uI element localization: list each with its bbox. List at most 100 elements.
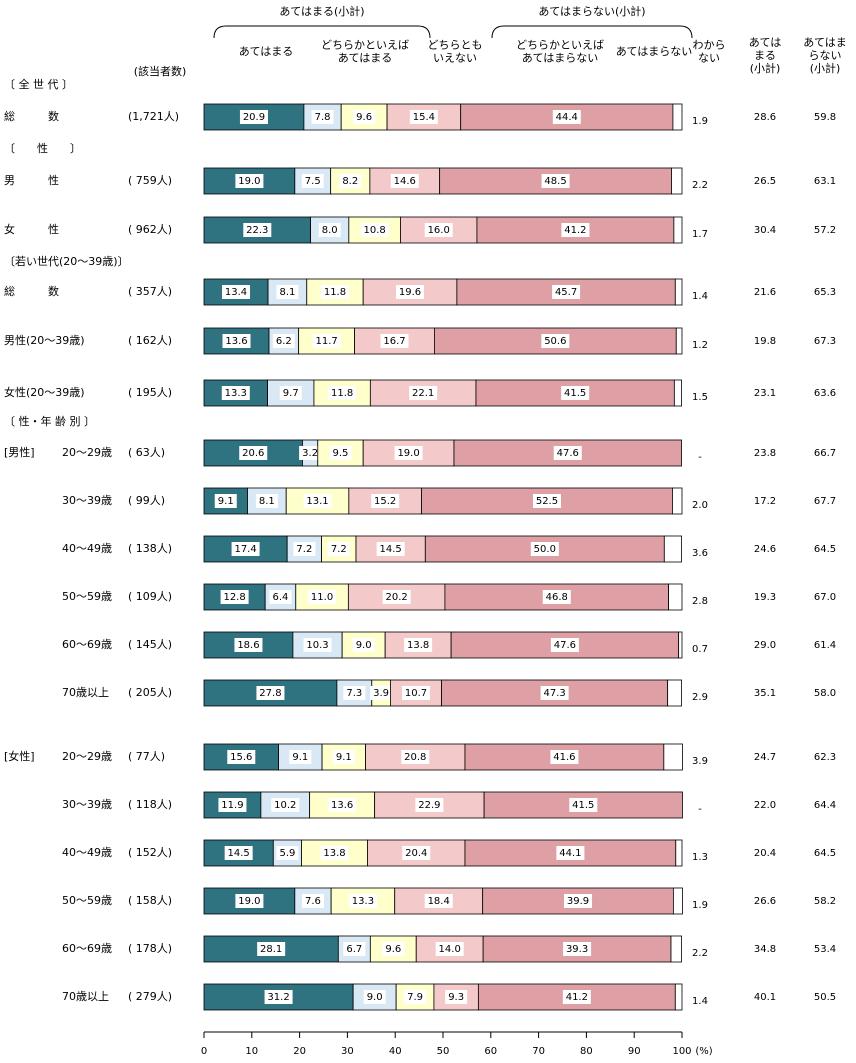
- sample-size: ( 109人): [128, 590, 172, 603]
- bar-segment: [663, 535, 682, 563]
- value-label-bg: [352, 638, 375, 652]
- value-label: 16.7: [383, 336, 405, 347]
- subtotal-value: 20.4: [754, 848, 776, 859]
- value-label-bg: [445, 990, 468, 1004]
- sample-size: ( 178人): [128, 942, 172, 955]
- category-label: 50～59歳: [62, 894, 112, 907]
- value-label: 9.1: [336, 752, 352, 763]
- subtotal-value: 26.6: [754, 896, 776, 907]
- value-label-bg: [214, 494, 237, 508]
- value-label-bg: [396, 285, 425, 299]
- value-label-bg: [363, 990, 386, 1004]
- value-label-bg: [239, 110, 268, 124]
- x-tick-label: 100: [672, 1046, 691, 1057]
- value-label: -: [698, 452, 702, 463]
- subtotal-value: 21.6: [754, 287, 776, 298]
- bar-segment: [310, 216, 350, 244]
- group-label: [男性]: [4, 445, 35, 459]
- value-label: 8.1: [279, 287, 295, 298]
- x-tick-label: 20: [293, 1046, 306, 1057]
- subtotal-value: 67.7: [814, 496, 836, 507]
- category-label: 70歳以上: [62, 686, 109, 699]
- subtotal-value: 58.2: [814, 896, 836, 907]
- value-label: -: [698, 804, 702, 815]
- value-label-bg: [541, 334, 570, 348]
- subtotal-value: 53.4: [814, 944, 836, 955]
- value-label-bg: [269, 590, 292, 604]
- value-label-bg: [332, 750, 355, 764]
- value-label-bg: [532, 494, 561, 508]
- value-label-bg: [390, 174, 419, 188]
- value-label: 9.0: [356, 640, 372, 651]
- subtotal-value: 63.1: [814, 176, 836, 187]
- value-label: 3.6: [692, 548, 708, 559]
- subtotal-value: 62.3: [814, 752, 836, 763]
- subtotal-header: あてはまらない(小計): [803, 36, 847, 75]
- value-label-bg: [231, 542, 260, 556]
- value-label: 20.6: [242, 448, 264, 459]
- bar-segment: [674, 278, 683, 306]
- value-label-bg: [409, 110, 438, 124]
- value-label: 31.2: [267, 992, 289, 1003]
- value-label-bg: [279, 386, 302, 400]
- value-label-bg: [343, 942, 366, 956]
- value-label-bg: [328, 798, 357, 812]
- value-label-bg: [243, 223, 272, 237]
- subtotal-value: 66.7: [814, 448, 836, 459]
- value-label: 9.5: [333, 448, 349, 459]
- sample-size: ( 118人): [128, 798, 172, 811]
- value-label: 20.2: [386, 592, 408, 603]
- value-label: 22.1: [412, 388, 434, 399]
- sample-size-header: (該当者数): [134, 64, 187, 78]
- subtotal-value: 24.7: [754, 752, 776, 763]
- value-label-bg: [562, 990, 591, 1004]
- value-label: 9.1: [292, 752, 308, 763]
- value-label: 12.8: [223, 592, 245, 603]
- value-label: 39.3: [566, 944, 588, 955]
- subtotal-value: 19.8: [754, 336, 776, 347]
- value-label-bg: [540, 686, 569, 700]
- bracket-label: あてはまらない(小計): [538, 4, 645, 18]
- value-label-bg: [542, 590, 571, 604]
- value-label-bg: [311, 110, 334, 124]
- value-label-bg: [370, 686, 393, 700]
- value-label: 8.0: [322, 225, 338, 236]
- x-tick-label: 10: [245, 1046, 258, 1057]
- value-label: 10.8: [364, 225, 386, 236]
- subtotal-value: 29.0: [754, 640, 776, 651]
- subtotal-value: 23.8: [754, 448, 776, 459]
- value-label-bg: [415, 798, 444, 812]
- subtotal-value: 19.3: [754, 592, 776, 603]
- value-label-bg: [561, 386, 590, 400]
- bar-segment: [675, 839, 683, 867]
- value-label: 9.6: [385, 944, 401, 955]
- value-label-bg: [222, 285, 251, 299]
- x-tick-label: 0: [201, 1046, 207, 1057]
- value-label-bg: [218, 798, 247, 812]
- value-label: 19.6: [399, 287, 421, 298]
- category-label: 20～29歳: [62, 750, 112, 763]
- value-label-bg: [272, 334, 295, 348]
- bar-segment: [668, 583, 683, 611]
- value-label: 3.9: [692, 756, 708, 767]
- value-label: 20.8: [404, 752, 426, 763]
- subtotal-value: 63.6: [814, 388, 836, 399]
- subtotal-value: 59.8: [814, 112, 836, 123]
- value-label: 19.0: [238, 896, 260, 907]
- value-label: 17.4: [234, 544, 256, 555]
- value-label-bg: [550, 750, 579, 764]
- sample-size: (1,721人): [128, 110, 179, 123]
- value-label: 41.5: [572, 800, 594, 811]
- value-label-bg: [371, 494, 400, 508]
- bracket: [213, 25, 431, 39]
- value-label: 6.4: [273, 592, 289, 603]
- sample-size: ( 63人): [128, 446, 165, 459]
- value-label-bg: [235, 174, 264, 188]
- bar-segment: [663, 743, 683, 771]
- bar-segment: [673, 379, 682, 407]
- value-label-bg: [424, 223, 453, 237]
- value-label: 13.3: [225, 388, 247, 399]
- bar-segment: [355, 535, 426, 563]
- value-label-bg: [382, 942, 405, 956]
